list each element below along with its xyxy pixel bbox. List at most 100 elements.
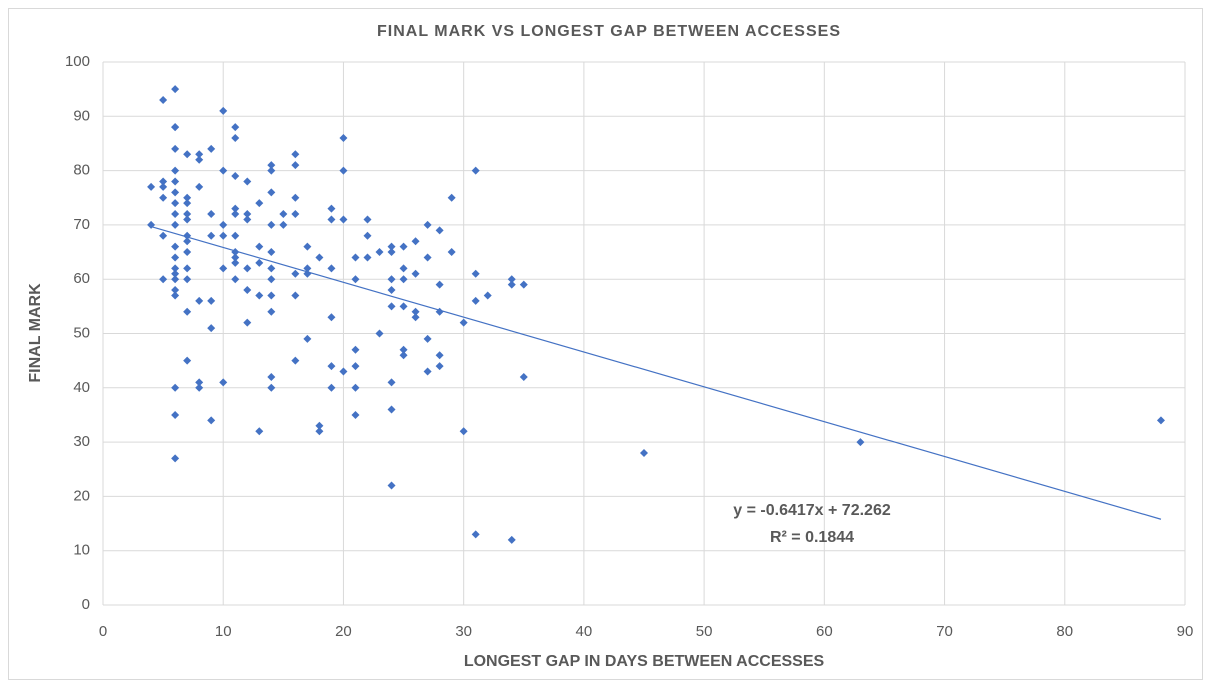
point (291, 210, 300, 219)
point (387, 275, 396, 284)
point (219, 220, 228, 229)
point (387, 286, 396, 295)
point (447, 193, 456, 202)
point (195, 182, 204, 191)
point (411, 307, 420, 316)
point (147, 182, 156, 191)
point (435, 362, 444, 371)
point (339, 134, 348, 143)
point (183, 356, 192, 365)
grid (102, 61, 1186, 606)
y-tick-label: 20 (73, 487, 90, 504)
point (255, 242, 264, 251)
point (183, 307, 192, 316)
point (315, 253, 324, 262)
point (327, 204, 336, 213)
point (519, 280, 528, 289)
x-axis-title: LONGEST GAP IN DAYS BETWEEN ACCESSES (464, 653, 825, 670)
point (171, 242, 180, 251)
point (315, 427, 324, 436)
point (363, 253, 372, 262)
point (243, 318, 252, 327)
point (315, 421, 324, 430)
point (399, 264, 408, 273)
point (255, 258, 264, 267)
point (171, 220, 180, 229)
point (195, 155, 204, 164)
point (183, 199, 192, 208)
trendline-r-squared: R² = 0.1844 (770, 529, 854, 546)
trendline (150, 225, 1162, 520)
chart-border (8, 8, 1203, 680)
point (387, 378, 396, 387)
point (255, 199, 264, 208)
point (219, 231, 228, 240)
point (303, 242, 312, 251)
point (171, 85, 180, 94)
point (183, 237, 192, 246)
point (387, 405, 396, 414)
point (327, 264, 336, 273)
point (327, 313, 336, 322)
point (231, 123, 240, 132)
point (171, 199, 180, 208)
point (171, 253, 180, 262)
point (387, 302, 396, 311)
point (183, 150, 192, 159)
point (471, 530, 480, 539)
point (399, 275, 408, 284)
y-tick-label: 90 (73, 107, 90, 124)
point (267, 264, 276, 273)
point (243, 215, 252, 224)
point (171, 286, 180, 295)
point (171, 269, 180, 278)
point (507, 280, 516, 289)
point (399, 351, 408, 360)
point (375, 329, 384, 338)
point (159, 182, 168, 191)
point (351, 253, 360, 262)
point (267, 383, 276, 392)
point (219, 106, 228, 115)
point (267, 188, 276, 197)
point (159, 231, 168, 240)
chart-title: FINAL MARK VS LONGEST GAP BETWEEN ACCESS… (377, 23, 841, 40)
y-tick-label: 60 (73, 270, 90, 287)
y-axis-title: FINAL MARK (27, 283, 44, 383)
point (423, 334, 432, 343)
point (255, 291, 264, 300)
point (207, 296, 216, 305)
point (231, 134, 240, 143)
point (207, 324, 216, 333)
point (267, 220, 276, 229)
point (507, 535, 516, 544)
point (291, 150, 300, 159)
x-tick-label: 10 (215, 623, 232, 640)
point (327, 383, 336, 392)
point (387, 248, 396, 257)
plot-area (147, 85, 1165, 544)
point (195, 383, 204, 392)
point (459, 427, 468, 436)
point (291, 291, 300, 300)
point (195, 296, 204, 305)
point (423, 367, 432, 376)
x-tick-label: 60 (816, 623, 833, 640)
point (171, 383, 180, 392)
x-tick-label: 80 (1056, 623, 1073, 640)
point (267, 372, 276, 381)
point (183, 248, 192, 257)
point (183, 193, 192, 202)
point (231, 275, 240, 284)
point (387, 481, 396, 490)
point (339, 166, 348, 175)
point (171, 188, 180, 197)
x-tick-label: 40 (576, 623, 593, 640)
point (640, 448, 648, 457)
point (351, 275, 360, 284)
point (399, 242, 408, 251)
x-tick-label: 50 (696, 623, 713, 640)
point (339, 215, 348, 224)
point (207, 231, 216, 240)
